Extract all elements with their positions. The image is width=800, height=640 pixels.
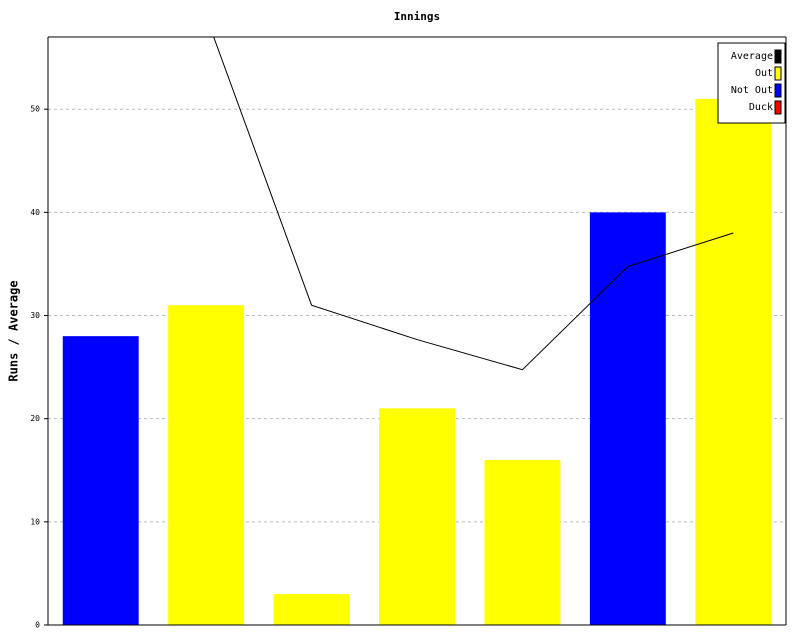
legend-label: Not Out	[731, 85, 773, 96]
y-tick-label: 50	[30, 105, 40, 114]
bar	[62, 336, 139, 625]
bar	[273, 594, 350, 625]
legend-swatch	[774, 83, 782, 98]
y-axis-label: Runs / Average	[7, 280, 21, 381]
average-line	[213, 37, 734, 371]
y-tick-label: 0	[35, 621, 40, 630]
bar	[379, 408, 455, 625]
legend-box	[717, 42, 786, 124]
legend-swatch	[774, 66, 782, 81]
legend-swatch	[774, 100, 782, 115]
bar	[484, 459, 561, 625]
legend: Average Out Not Out Duck	[717, 42, 786, 124]
bar	[589, 212, 666, 626]
legend-swatch	[774, 49, 782, 64]
bar	[695, 98, 772, 626]
legend-label: Duck	[749, 102, 773, 113]
plot-marks	[62, 98, 772, 626]
chart-title: Innings	[394, 10, 440, 23]
y-tick-label: 10	[30, 517, 40, 526]
y-tick-label: 20	[30, 414, 40, 423]
bar	[168, 305, 245, 625]
legend-label: Average	[731, 51, 773, 62]
y-tick-label: 30	[30, 311, 40, 320]
legend-label: Out	[755, 68, 773, 79]
y-tick-label: 40	[30, 208, 40, 217]
line-layer	[213, 37, 734, 371]
